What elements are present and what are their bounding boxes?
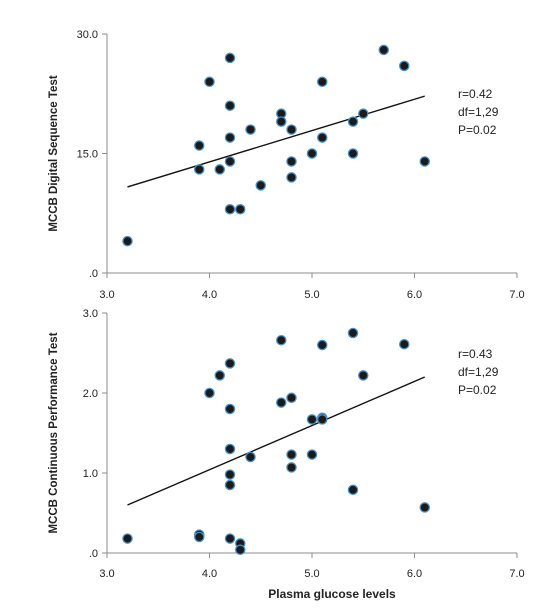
data-point [122,235,133,247]
chart-panel-1: .0 15.0 30.0 3.0 4.0 5.0 6.0 7.0 MCCB Digital Se… [48,29,525,301]
stats-annotation: r=0.42 [458,87,493,101]
data-point [275,334,287,346]
data-point [357,108,369,119]
data-point [347,484,359,496]
data-point [224,403,236,415]
data-point [286,172,297,183]
stats-annotation: r=0.43 [458,347,493,361]
data-point [306,148,318,159]
data-point [286,156,297,167]
data-point [224,132,236,143]
data-point [245,124,256,135]
y-tick-label: 1.0 [83,468,98,480]
data-point [316,414,328,425]
data-point [204,76,215,88]
data-point [122,533,133,544]
stats-annotation: df=1,29 [458,105,499,119]
data-point [224,479,236,491]
data-point [275,397,287,408]
data-point [347,148,359,159]
trendline [127,95,425,188]
data-point [419,502,430,513]
y-axis-label: MCCB Digital Sequence Test [48,75,60,232]
x-tick-label: 5.0 [304,289,319,301]
data-point [347,327,359,339]
data-point [286,462,297,473]
y-tick-label: 30.0 [77,29,98,41]
y-tick-label: 3.0 [83,308,98,320]
stats-annotation: P=0.02 [458,383,497,397]
data-point [193,531,205,543]
data-point [275,116,287,127]
data-point [193,140,205,151]
data-point [378,44,389,56]
x-tick-label: 4.0 [202,568,217,580]
data-point [286,449,297,460]
data-point [286,124,297,135]
y-tick-label: .0 [89,548,98,560]
data-point [316,76,328,88]
data-point [347,116,359,127]
x-tick-label: 7.0 [509,289,524,301]
x-tick-label: 6.0 [407,289,422,301]
x-tick-label: 7.0 [509,568,524,580]
x-tick-label: 3.0 [99,289,114,301]
data-point [224,469,236,480]
y-tick-label: 15.0 [77,149,98,161]
x-tick-label: 4.0 [202,289,217,301]
data-point [245,451,256,463]
stats-annotation: df=1,29 [458,365,499,379]
x-tick-label: 3.0 [99,568,114,580]
data-point [286,392,297,404]
data-point [224,100,236,111]
data-point [357,370,369,381]
data-point [306,449,318,460]
trendline [127,376,426,506]
data-point [214,370,225,381]
data-point [316,132,328,143]
data-point [224,204,236,215]
chart-panel-2: .0 1.0 2.0 3.0 3.0 4.0 5.0 6.0 7.0 MCCB Continuou… [48,308,525,601]
data-point [398,338,410,350]
data-point [224,358,236,369]
data-point [234,204,246,215]
data-point [214,164,225,175]
data-point [224,443,236,455]
y-axis-label: MCCB Continuous Performance Test [48,332,60,533]
y-tick-label: .0 [89,268,98,280]
data-point [255,180,266,191]
data-point [224,156,236,167]
data-point [204,387,215,399]
data-point [224,533,236,544]
x-tick-label: 5.0 [304,568,319,580]
data-point [419,156,430,167]
data-point [398,60,410,72]
data-point [224,52,236,64]
data-point [306,414,318,425]
x-tick-label: 6.0 [407,568,422,580]
stats-annotation: P=0.02 [458,123,497,137]
y-tick-label: 2.0 [83,388,98,400]
data-point [234,544,246,556]
data-point [193,164,205,175]
data-point [316,339,328,351]
x-axis-label: Plasma glucose levels [268,587,396,601]
